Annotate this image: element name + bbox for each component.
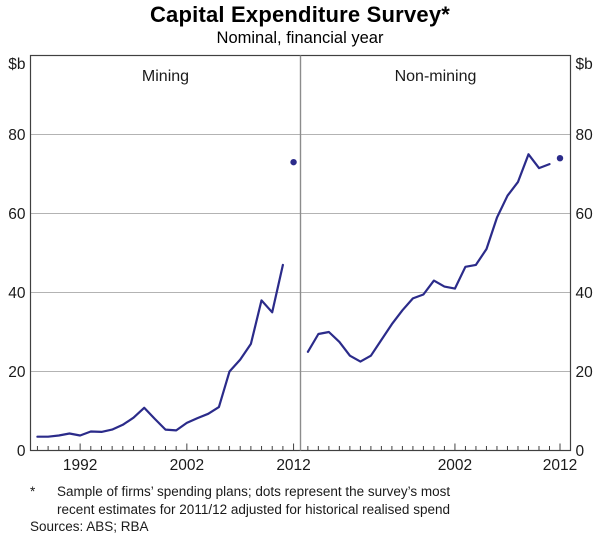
footnote-asterisk: *	[30, 484, 36, 499]
y-axis-label-right: 0	[576, 443, 585, 460]
x-axis-label: 2002	[170, 457, 204, 474]
y-axis-label-right: 80	[576, 127, 594, 144]
sources-line: Sources: ABS; RBA	[30, 519, 149, 534]
x-axis-label: 1992	[63, 457, 97, 474]
footnote-line-1: Sample of firms’ spending plans; dots re…	[57, 484, 451, 499]
y-axis-label-right: 60	[576, 206, 594, 223]
y-axis-unit-right: $b	[576, 56, 593, 73]
x-axis-label: 2012	[276, 457, 310, 474]
x-axis-label: 2012	[543, 457, 577, 474]
y-axis-label-right: 20	[576, 364, 594, 381]
panel-label-non-mining: Non-mining	[395, 68, 477, 85]
footnote-line-2: recent estimates for 2011/12 adjusted fo…	[57, 501, 450, 517]
footnote: * Sample of firms’ spending plans; dots …	[30, 483, 575, 536]
y-axis-label-left: 80	[8, 127, 26, 144]
panel-label-mining: Mining	[142, 68, 189, 85]
capex-two-panel-chart: 0 0 20 20 40 40 60 60 80 80 $b $b 1992 2002 2012 Mining…	[8, 54, 594, 474]
capex-line-non-mining	[306, 153, 551, 363]
y-axis-label-left: 20	[8, 364, 26, 381]
y-axis-label-left: 40	[8, 285, 26, 302]
y-axis-label-left: 60	[8, 206, 26, 223]
page-title: Capital Expenditure Survey*	[149, 2, 451, 27]
capex-line-mining	[36, 263, 284, 438]
chart-subtitle: Nominal, financial year	[216, 29, 384, 47]
x-axis-label: 2002	[438, 457, 472, 474]
survey-estimate-dot-mining	[290, 158, 297, 166]
survey-estimate-dot-non-mining	[556, 155, 564, 162]
y-axis-unit-left: $b	[8, 56, 25, 73]
y-axis-label-right: 40	[576, 285, 594, 302]
y-axis-label-left: 0	[17, 443, 26, 460]
